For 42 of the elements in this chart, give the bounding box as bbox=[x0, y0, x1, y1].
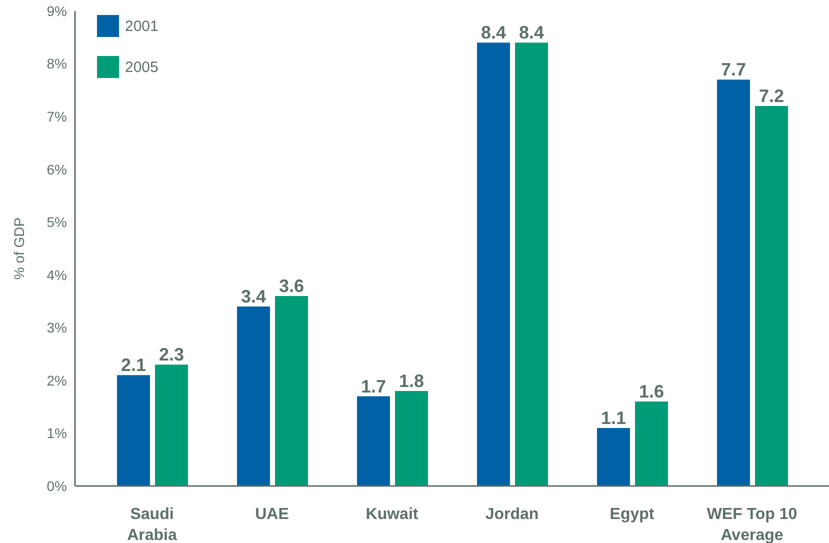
bar bbox=[597, 428, 630, 486]
data-label: 2.1 bbox=[120, 355, 146, 376]
x-tick-label: Kuwait bbox=[366, 506, 419, 523]
data-label: 7.7 bbox=[720, 60, 746, 80]
bar bbox=[755, 106, 788, 486]
bar bbox=[717, 80, 750, 486]
data-label: 1.8 bbox=[398, 371, 424, 391]
data-label: 8.4 bbox=[518, 22, 544, 43]
x-tick-label: UAE bbox=[255, 506, 290, 523]
y-tick-label: 3% bbox=[46, 320, 67, 336]
y-tick-label: 5% bbox=[46, 214, 67, 230]
data-label: 3.4 bbox=[240, 286, 266, 307]
bar bbox=[275, 296, 308, 486]
bar bbox=[477, 42, 510, 486]
y-axis-title: % of GDP bbox=[11, 217, 27, 280]
data-label: 1.1 bbox=[600, 408, 626, 428]
y-tick-label: 6% bbox=[46, 161, 67, 178]
y-tick-label: 0% bbox=[46, 478, 67, 494]
data-label: 8.4 bbox=[480, 22, 506, 43]
data-label: 3.6 bbox=[278, 276, 304, 296]
bar bbox=[357, 396, 390, 486]
bar bbox=[395, 391, 428, 486]
y-tick-label: 9% bbox=[46, 2, 67, 19]
x-tick-label: Jordan bbox=[485, 506, 539, 523]
data-label: 7.2 bbox=[758, 86, 784, 106]
y-tick-label: 2% bbox=[46, 372, 67, 388]
bar bbox=[117, 375, 150, 486]
y-tick-label: 7% bbox=[46, 108, 67, 125]
y-tick-label: 8% bbox=[46, 56, 67, 72]
bar bbox=[155, 364, 188, 486]
legend-label: 2001 bbox=[125, 18, 158, 34]
x-tick-label: Saudi Arabia bbox=[127, 506, 177, 543]
y-tick-label: 1% bbox=[46, 425, 67, 442]
legend-label: 2005 bbox=[125, 58, 158, 76]
bar bbox=[237, 306, 270, 486]
bar bbox=[635, 402, 668, 486]
data-label: 1.6 bbox=[638, 382, 664, 402]
x-tick-label: Egypt bbox=[610, 506, 655, 523]
data-label: 1.7 bbox=[360, 376, 386, 396]
data-label: 2.3 bbox=[158, 344, 184, 365]
y-tick-label: 4% bbox=[46, 266, 67, 283]
bar bbox=[515, 42, 548, 486]
